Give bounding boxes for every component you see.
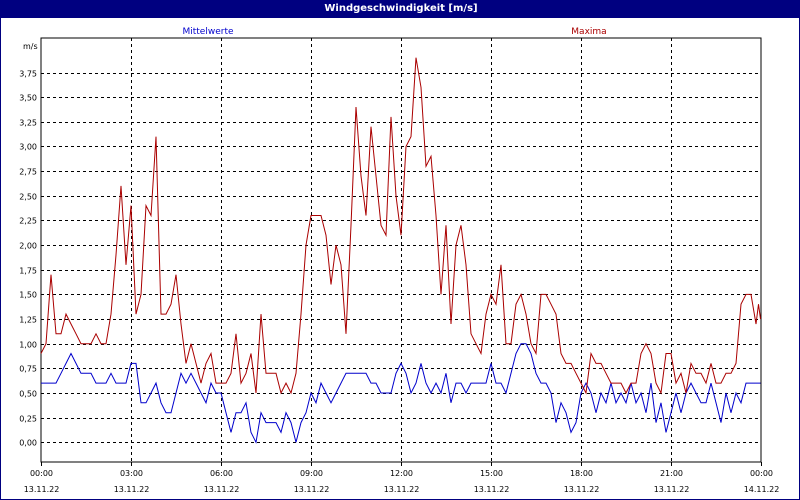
legend-maxima: Maxima bbox=[571, 27, 606, 37]
x-tick-date: 13.11.22 bbox=[654, 485, 690, 494]
y-tick-label: 3,25 bbox=[19, 119, 37, 128]
x-tick-time: 00:00 bbox=[750, 469, 773, 478]
x-tick-time: 15:00 bbox=[480, 469, 503, 478]
x-tick-date: 13.11.22 bbox=[384, 485, 420, 494]
y-tick-label: 1,75 bbox=[19, 267, 37, 276]
y-tick-label: 3,75 bbox=[19, 70, 37, 79]
x-tick-date: 13.11.22 bbox=[294, 485, 330, 494]
x-tick-time: 06:00 bbox=[210, 469, 233, 478]
y-tick-label: 2,00 bbox=[19, 242, 37, 251]
y-tick-label: 0,50 bbox=[19, 390, 37, 399]
y-tick-label: 3,00 bbox=[19, 143, 37, 152]
y-tick-label: 3,50 bbox=[19, 94, 37, 103]
y-tick-label: 2,25 bbox=[19, 217, 37, 226]
x-tick-date: 13.11.22 bbox=[564, 485, 600, 494]
x-tick-date: 13.11.22 bbox=[24, 485, 60, 494]
x-tick-time: 00:00 bbox=[30, 469, 53, 478]
y-tick-label: 2,75 bbox=[19, 168, 37, 177]
y-tick-label: 1,00 bbox=[19, 341, 37, 350]
y-tick-label: 1,50 bbox=[19, 291, 37, 300]
x-tick-time: 12:00 bbox=[390, 469, 413, 478]
window-title: Windgeschwindigkeit [m/s] bbox=[1, 0, 800, 18]
y-tick-label: 0,25 bbox=[19, 415, 37, 424]
legend-mittelwerte: Mittelwerte bbox=[182, 27, 233, 37]
x-tick-time: 18:00 bbox=[570, 469, 593, 478]
x-tick-time: 21:00 bbox=[660, 469, 683, 478]
y-tick-label: 0,00 bbox=[19, 439, 37, 448]
series-mittelwerte-line bbox=[41, 343, 761, 444]
y-tick-label: 2,50 bbox=[19, 193, 37, 202]
x-tick-time: 03:00 bbox=[120, 469, 143, 478]
x-tick-date: 13.11.22 bbox=[204, 485, 240, 494]
x-tick-time: 09:00 bbox=[300, 469, 323, 478]
x-tick-date: 13.11.22 bbox=[474, 485, 510, 494]
x-tick-date: 13.11.22 bbox=[114, 485, 150, 494]
series-maxima-line bbox=[40, 57, 761, 395]
y-tick-label: 1,25 bbox=[19, 316, 37, 325]
x-tick-date: 14.11.22 bbox=[744, 485, 780, 494]
y-tick-label: 0,75 bbox=[19, 365, 37, 374]
y-axis-unit-label: m/s bbox=[23, 42, 38, 51]
